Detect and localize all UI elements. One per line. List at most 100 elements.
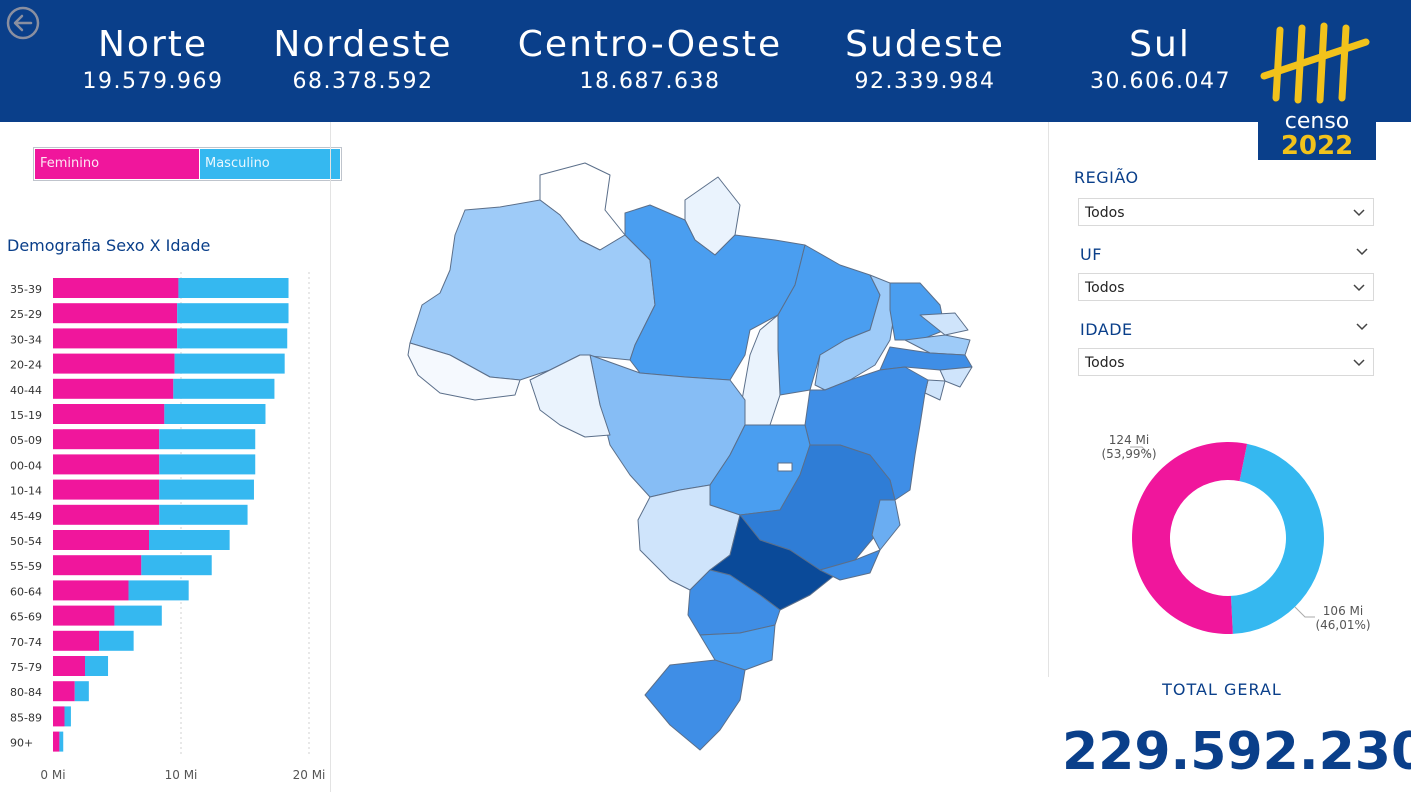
- filter-select-value: Todos: [1085, 205, 1125, 221]
- state-rs[interactable]: [644, 659, 746, 751]
- logo-text-year: 2022: [1281, 131, 1353, 160]
- sex-legend: Feminino Masculino: [33, 147, 342, 181]
- chevron-down-icon[interactable]: [1356, 323, 1368, 331]
- bar-male[interactable]: [177, 328, 288, 349]
- bar-female[interactable]: [53, 706, 65, 727]
- age-sex-bar-chart: 35-39 25-29 30-34 20-24 40-44 15-19 05-09 00-04…: [10, 272, 325, 782]
- bar-male[interactable]: [177, 303, 289, 324]
- state-rn[interactable]: [919, 312, 969, 336]
- bar-male[interactable]: [64, 706, 71, 727]
- category-label: 10-14: [10, 485, 42, 498]
- filter-select-uf[interactable]: Todos: [1078, 273, 1374, 301]
- category-label: 05-09: [10, 434, 42, 447]
- state-pr[interactable]: [687, 569, 781, 636]
- bar-female[interactable]: [53, 530, 149, 550]
- donut-slice-female[interactable]: [1132, 442, 1248, 634]
- bar-male[interactable]: [173, 378, 275, 399]
- chevron-down-icon[interactable]: [1356, 248, 1368, 256]
- category-label: 15-19: [10, 409, 42, 422]
- state-se[interactable]: [924, 379, 946, 401]
- bar-male[interactable]: [74, 681, 89, 702]
- filter-label-regiao: REGIÃO: [1074, 168, 1139, 187]
- bar-male[interactable]: [159, 504, 248, 525]
- leader-line: [1294, 606, 1315, 618]
- filter-label-uf: UF: [1080, 245, 1102, 264]
- state-sp[interactable]: [709, 514, 836, 611]
- bar-female[interactable]: [53, 656, 85, 676]
- bar-female[interactable]: [53, 404, 165, 424]
- region-name: Nordeste: [273, 24, 453, 65]
- bar-female[interactable]: [53, 504, 160, 525]
- state-df[interactable]: [777, 462, 793, 472]
- filter-select-idade[interactable]: Todos: [1078, 348, 1374, 376]
- bar-male[interactable]: [159, 479, 254, 500]
- leader-line: [1130, 446, 1151, 456]
- legend-female[interactable]: Feminino: [35, 149, 199, 179]
- region-name: Norte: [97, 24, 209, 65]
- bar-female[interactable]: [53, 605, 115, 626]
- region-name: Sul: [1129, 24, 1191, 65]
- brazil-map[interactable]: [400, 155, 980, 765]
- state-pb[interactable]: [904, 334, 971, 356]
- bar-female[interactable]: [53, 353, 175, 374]
- bar-male[interactable]: [141, 555, 212, 576]
- bar-male[interactable]: [85, 656, 109, 676]
- state-al[interactable]: [939, 366, 973, 388]
- state-rj[interactable]: [819, 549, 881, 581]
- category-label: 40-44: [10, 384, 42, 397]
- donut-slice-male[interactable]: [1230, 443, 1324, 634]
- donut-label-female: 124 Mi (53,99%): [1094, 433, 1164, 461]
- bar-male[interactable]: [99, 630, 134, 651]
- state-ac[interactable]: [407, 342, 521, 401]
- category-label: 45-49: [10, 510, 42, 523]
- bar-male[interactable]: [159, 454, 256, 475]
- state-pa[interactable]: [624, 204, 806, 381]
- region-population: 68.378.592: [292, 69, 434, 94]
- bar-male[interactable]: [178, 278, 289, 298]
- bar-male[interactable]: [59, 731, 64, 752]
- back-arrow-icon[interactable]: [6, 6, 40, 40]
- region-card-sudeste: Sudeste 92.339.984: [840, 22, 1010, 96]
- region-population: 19.579.969: [82, 69, 224, 94]
- category-label: 70-74: [10, 636, 42, 649]
- bar-female[interactable]: [53, 378, 174, 399]
- tally-marks-icon: censo 2022: [1260, 22, 1370, 161]
- bar-female[interactable]: [53, 555, 142, 576]
- category-label: 25-29: [10, 308, 42, 321]
- filter-select-regiao[interactable]: Todos: [1078, 198, 1374, 226]
- filter-select-value: Todos: [1085, 280, 1125, 296]
- bar-female[interactable]: [53, 630, 100, 651]
- legend-male[interactable]: Masculino: [200, 149, 340, 179]
- bar-male[interactable]: [114, 605, 162, 626]
- region-population: 30.606.047: [1090, 69, 1231, 94]
- chevron-down-icon: [1353, 209, 1365, 217]
- header-bar: Norte 19.579.969 Nordeste 68.378.592 Cen…: [0, 0, 1411, 122]
- total-label: TOTAL GERAL: [1162, 680, 1282, 699]
- state-am[interactable]: [409, 199, 656, 381]
- bar-male[interactable]: [174, 353, 285, 374]
- state-ro[interactable]: [529, 354, 611, 438]
- region-name: Sudeste: [845, 24, 1005, 65]
- bar-female[interactable]: [53, 429, 160, 450]
- sex-donut-chart: [1130, 442, 1324, 634]
- bar-female[interactable]: [53, 454, 160, 475]
- bar-female[interactable]: [53, 681, 75, 702]
- bar-male[interactable]: [159, 429, 256, 450]
- state-es[interactable]: [871, 499, 901, 551]
- state-ce[interactable]: [889, 282, 946, 341]
- bar-female[interactable]: [53, 303, 178, 324]
- bar-male[interactable]: [164, 404, 266, 424]
- bar-male[interactable]: [128, 580, 189, 601]
- chart-title: Demografia Sexo X Idade: [7, 236, 211, 255]
- bar-female[interactable]: [53, 328, 178, 349]
- bar-male[interactable]: [149, 530, 230, 550]
- category-label: 30-34: [10, 333, 42, 346]
- filter-select-value: Todos: [1085, 355, 1125, 371]
- bar-female[interactable]: [53, 278, 179, 298]
- bar-female[interactable]: [53, 731, 60, 752]
- bar-female[interactable]: [53, 580, 129, 601]
- x-tick-label: 10 Mi: [165, 768, 198, 782]
- chevron-down-icon: [1353, 359, 1365, 367]
- donut-male-value: 106 Mi: [1322, 604, 1364, 618]
- bar-female[interactable]: [53, 479, 160, 500]
